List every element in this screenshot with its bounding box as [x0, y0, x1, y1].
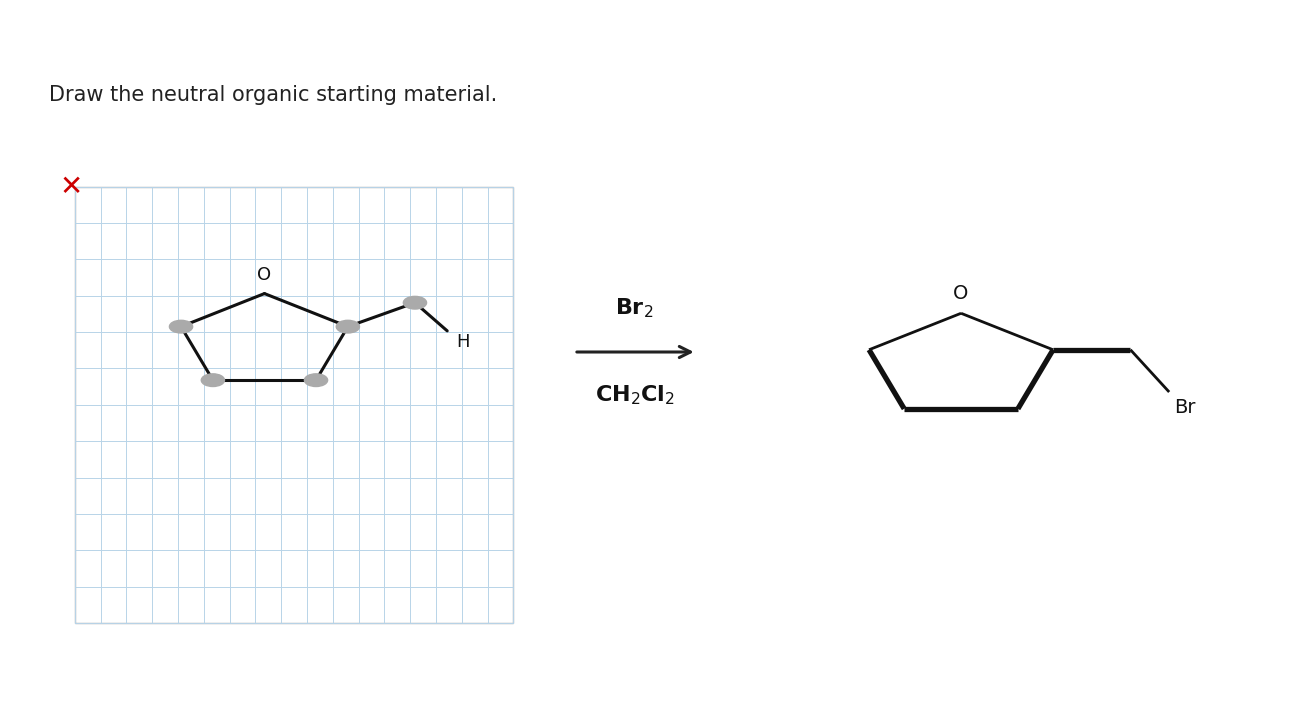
FancyBboxPatch shape: [75, 187, 513, 623]
Text: H: H: [457, 333, 470, 351]
Text: Draw the neutral organic starting material.: Draw the neutral organic starting materi…: [49, 85, 497, 105]
Text: CH$_2$Cl$_2$: CH$_2$Cl$_2$: [595, 384, 675, 408]
Circle shape: [201, 374, 224, 386]
Circle shape: [169, 320, 192, 333]
Circle shape: [404, 296, 427, 309]
Text: Br$_2$: Br$_2$: [615, 296, 654, 320]
Text: ✕: ✕: [59, 172, 83, 201]
Text: O: O: [258, 266, 271, 284]
Text: Br: Br: [1174, 398, 1196, 417]
Circle shape: [304, 374, 328, 386]
Text: O: O: [953, 284, 969, 303]
Circle shape: [337, 320, 360, 333]
